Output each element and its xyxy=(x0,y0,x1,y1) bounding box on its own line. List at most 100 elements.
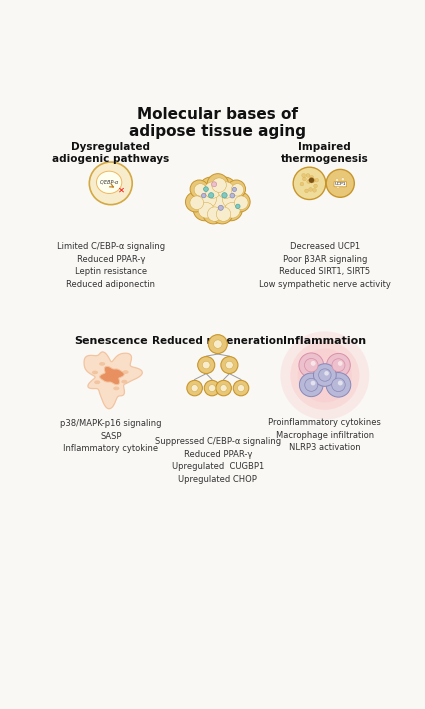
Ellipse shape xyxy=(303,177,306,181)
Ellipse shape xyxy=(338,381,343,386)
Ellipse shape xyxy=(337,185,340,189)
Ellipse shape xyxy=(218,182,234,199)
Ellipse shape xyxy=(208,335,227,354)
Ellipse shape xyxy=(335,179,339,182)
Ellipse shape xyxy=(89,162,132,205)
Ellipse shape xyxy=(121,380,127,384)
Ellipse shape xyxy=(222,191,240,208)
Ellipse shape xyxy=(309,177,314,183)
Text: Molecular bases of
adipose tissue aging: Molecular bases of adipose tissue aging xyxy=(129,107,306,139)
Ellipse shape xyxy=(314,364,336,386)
Ellipse shape xyxy=(216,207,231,221)
Ellipse shape xyxy=(326,353,350,377)
Ellipse shape xyxy=(319,369,331,381)
Ellipse shape xyxy=(326,169,354,197)
Ellipse shape xyxy=(113,386,119,390)
Ellipse shape xyxy=(220,384,227,391)
Ellipse shape xyxy=(207,207,222,221)
Ellipse shape xyxy=(298,349,352,403)
Polygon shape xyxy=(84,352,142,409)
Ellipse shape xyxy=(212,182,217,186)
Ellipse shape xyxy=(300,182,304,186)
Ellipse shape xyxy=(201,194,206,198)
Ellipse shape xyxy=(190,196,204,210)
Ellipse shape xyxy=(324,371,329,376)
Ellipse shape xyxy=(198,202,214,218)
Text: p38/MAPK-p16 signaling
SASP
Inflammatory cytokine: p38/MAPK-p16 signaling SASP Inflammatory… xyxy=(60,419,162,453)
Ellipse shape xyxy=(222,193,227,198)
Ellipse shape xyxy=(191,384,198,391)
Text: Limited C/EBP-α signaling
Reduced PPAR-γ
Leptin resistance
Reduced adiponectin: Limited C/EBP-α signaling Reduced PPAR-γ… xyxy=(57,242,165,289)
Text: Proinflammatory cytokines
Macrophage infiltration
NLRP3 activation: Proinflammatory cytokines Macrophage inf… xyxy=(269,418,381,452)
Text: Decreased UCP1
Poor β3AR signaling
Reduced SIRT1, SIRT5
Low sympathetic nerve ac: Decreased UCP1 Poor β3AR signaling Reduc… xyxy=(259,242,391,289)
Text: C/EBP-α: C/EBP-α xyxy=(99,179,119,184)
Ellipse shape xyxy=(307,180,311,184)
Ellipse shape xyxy=(311,361,316,366)
Ellipse shape xyxy=(299,353,323,377)
Ellipse shape xyxy=(202,361,210,369)
Ellipse shape xyxy=(233,380,249,396)
Ellipse shape xyxy=(302,174,306,177)
Ellipse shape xyxy=(332,378,345,391)
Text: UCP1: UCP1 xyxy=(334,182,346,186)
Ellipse shape xyxy=(198,357,215,374)
Ellipse shape xyxy=(310,175,314,179)
Ellipse shape xyxy=(326,372,351,397)
Ellipse shape xyxy=(96,171,122,194)
Ellipse shape xyxy=(221,357,238,374)
Ellipse shape xyxy=(122,370,129,374)
Ellipse shape xyxy=(314,184,317,188)
Ellipse shape xyxy=(193,185,219,211)
Ellipse shape xyxy=(194,184,207,196)
Ellipse shape xyxy=(224,202,240,218)
Ellipse shape xyxy=(203,185,232,214)
Ellipse shape xyxy=(199,177,223,201)
Ellipse shape xyxy=(217,185,243,211)
Ellipse shape xyxy=(219,198,242,220)
Text: Dysregulated
adiogenic pathways: Dysregulated adiogenic pathways xyxy=(52,143,170,164)
Ellipse shape xyxy=(226,361,233,369)
Text: Impaired
thermogenesis: Impaired thermogenesis xyxy=(281,143,369,164)
Text: Suppressed C/EBP-α signaling
Reduced PPAR-γ
Upregulated  CUGBP1
Upregulated CHOP: Suppressed C/EBP-α signaling Reduced PPA… xyxy=(155,437,281,484)
Ellipse shape xyxy=(280,331,369,420)
Ellipse shape xyxy=(204,186,208,191)
Text: ✕: ✕ xyxy=(118,186,125,195)
Ellipse shape xyxy=(341,178,344,181)
Ellipse shape xyxy=(313,189,317,192)
Ellipse shape xyxy=(212,177,237,201)
Ellipse shape xyxy=(300,373,323,396)
Ellipse shape xyxy=(185,192,206,212)
Ellipse shape xyxy=(216,380,231,396)
Ellipse shape xyxy=(218,206,223,211)
Text: Inflammation: Inflammation xyxy=(283,336,366,346)
Text: Reduced regeneration: Reduced regeneration xyxy=(152,336,283,346)
Polygon shape xyxy=(100,367,124,385)
Ellipse shape xyxy=(209,193,214,198)
Ellipse shape xyxy=(305,379,318,391)
Ellipse shape xyxy=(212,178,227,192)
Ellipse shape xyxy=(309,188,312,191)
Ellipse shape xyxy=(92,371,98,374)
Ellipse shape xyxy=(99,362,105,366)
Ellipse shape xyxy=(338,361,343,366)
Text: Senescence: Senescence xyxy=(74,336,147,346)
Ellipse shape xyxy=(198,191,216,208)
Ellipse shape xyxy=(231,184,244,196)
Ellipse shape xyxy=(305,189,309,193)
Ellipse shape xyxy=(213,340,222,348)
Ellipse shape xyxy=(230,194,235,198)
Ellipse shape xyxy=(190,180,209,199)
Ellipse shape xyxy=(304,359,318,372)
Ellipse shape xyxy=(193,198,216,220)
Ellipse shape xyxy=(315,178,319,182)
Ellipse shape xyxy=(238,384,244,391)
Ellipse shape xyxy=(312,179,315,182)
Ellipse shape xyxy=(204,380,220,396)
Ellipse shape xyxy=(290,341,360,410)
Ellipse shape xyxy=(209,384,215,391)
Ellipse shape xyxy=(210,191,230,211)
Ellipse shape xyxy=(306,174,310,177)
Ellipse shape xyxy=(94,380,100,384)
Ellipse shape xyxy=(311,381,315,386)
Ellipse shape xyxy=(212,203,233,224)
